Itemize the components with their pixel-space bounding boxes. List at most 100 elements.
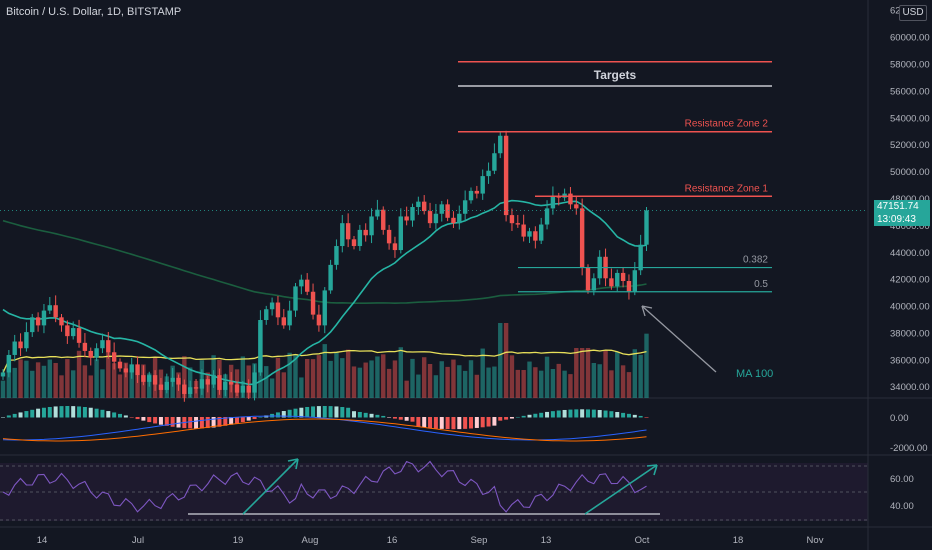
time-tick-label: Jul (132, 535, 144, 546)
candle-body (340, 223, 345, 247)
candle (170, 368, 175, 387)
volume-bar (474, 374, 480, 398)
macd-bar (334, 406, 339, 418)
macd-bar (41, 407, 46, 418)
macd-bar (568, 409, 573, 418)
time-tick-label: 19 (233, 535, 244, 546)
volume-bar (375, 356, 380, 398)
volume-bar (334, 352, 339, 398)
macd-bar (322, 406, 327, 418)
macd-bar (100, 409, 105, 418)
candle (264, 305, 269, 325)
volume-bar (638, 354, 643, 398)
candle-body (123, 368, 129, 373)
candle-body (404, 216, 409, 221)
macd-bar (316, 406, 321, 418)
macd-bar (486, 417, 491, 427)
candle (240, 380, 246, 398)
macd-bar (428, 417, 433, 428)
candle (445, 199, 450, 222)
time-tick-label: Nov (807, 535, 824, 546)
macd-bar (158, 417, 163, 425)
volume-bar (603, 350, 608, 398)
macd-bar (603, 410, 608, 418)
time-tick-label: Sep (471, 535, 488, 546)
macd-bar (615, 411, 620, 418)
candle-body (626, 281, 632, 292)
macd-bar (205, 417, 210, 429)
volume-bar (492, 366, 497, 398)
volume-bar (71, 370, 76, 398)
candle-body (293, 286, 298, 311)
macd-bar (346, 407, 351, 418)
rsi-trend-arrow (242, 458, 299, 515)
candles (0, 130, 649, 402)
macd-bar (433, 417, 438, 429)
candle-body (275, 302, 281, 318)
candle (357, 224, 363, 251)
ma-fast-line (2, 199, 647, 386)
candle-body (439, 204, 444, 214)
candle-body (111, 352, 117, 362)
volume-bar (82, 365, 88, 398)
candle (269, 297, 275, 316)
candle (234, 381, 240, 396)
fib-0382-label: 0.382 (743, 255, 768, 266)
candle-body (65, 325, 70, 337)
candle (345, 213, 351, 248)
candle-body (585, 267, 591, 291)
candle (258, 310, 263, 376)
candle (188, 380, 193, 398)
macd-bar (416, 417, 421, 427)
volume-bar (53, 363, 58, 398)
candle (88, 347, 93, 366)
rsi-arrowhead (646, 464, 658, 476)
candle (293, 283, 298, 317)
macd-bar (94, 408, 99, 418)
candle-body (369, 216, 374, 236)
candle-body (182, 384, 187, 394)
candle (492, 143, 497, 175)
macd-bar (609, 411, 614, 418)
macd-bar (305, 406, 310, 418)
currency-label[interactable]: USD (899, 5, 927, 21)
candle (328, 259, 333, 294)
candle (12, 334, 17, 362)
macd-bar (36, 408, 41, 418)
candle-body (164, 381, 169, 390)
time-tick-label: Oct (635, 535, 650, 546)
volume-bar (427, 364, 433, 398)
price-tick-label: 48000.00 (890, 194, 930, 205)
volume-bar (386, 368, 392, 398)
volume-bar (357, 367, 363, 398)
candle (281, 309, 286, 329)
candle-body (527, 231, 532, 237)
candle-body (269, 302, 275, 310)
candle-body (322, 290, 327, 326)
candle (375, 199, 380, 220)
volume-bar (0, 380, 6, 398)
candle-body (474, 190, 480, 194)
macd-bar (147, 417, 152, 423)
candle (644, 207, 649, 252)
time-tick-label: Aug (302, 535, 319, 546)
rsi-tick-label: 60.00 (890, 474, 914, 485)
time-tick-label: 13 (541, 535, 552, 546)
macd-bar (352, 411, 356, 418)
candle-body (217, 375, 222, 390)
candle-body (316, 314, 322, 326)
volume-bar (410, 358, 415, 398)
candle-body (363, 229, 368, 236)
targets-label: Targets (594, 68, 637, 82)
candle (392, 236, 398, 258)
volume-bar (24, 360, 29, 398)
candle (340, 214, 345, 253)
macd-bar (375, 414, 380, 418)
macd-bar (240, 417, 245, 423)
candle-body (381, 209, 386, 230)
volume-bar (316, 355, 322, 398)
candle (498, 132, 503, 159)
volume-bar (182, 356, 187, 398)
candle (439, 200, 444, 222)
